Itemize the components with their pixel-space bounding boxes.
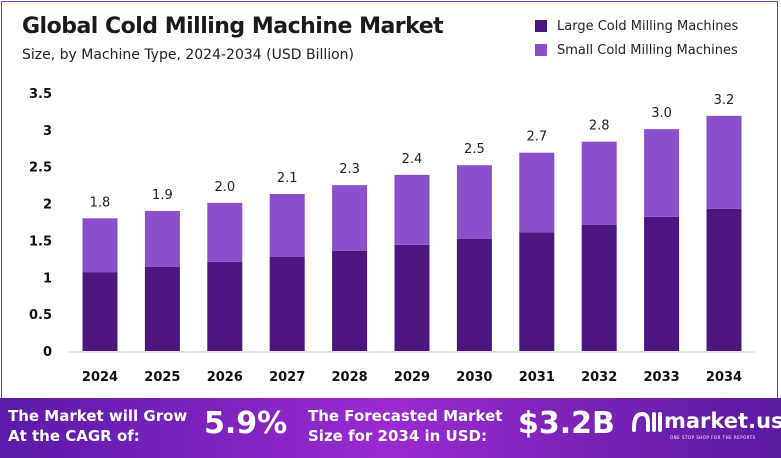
chart-title: Global Cold Milling Machine Market [22, 14, 444, 39]
total-label: 2.7 [526, 130, 547, 145]
bar-small [394, 174, 430, 245]
chart-subtitle: Size, by Machine Type, 2024-2034 (USD Bi… [22, 47, 355, 63]
bar-large [144, 266, 180, 351]
summary-banner: The Market will Grow At the CAGR of: 5.9%… [0, 398, 781, 458]
total-label: 2.3 [339, 162, 360, 177]
y-tick-label: 0.5 [29, 308, 52, 323]
legend-label: Small Cold Milling Machines [557, 42, 738, 58]
x-tick-label: 2034 [706, 370, 742, 385]
cagr-label: The Market will Grow At the CAGR of: [8, 406, 187, 446]
bar-small [581, 141, 617, 225]
bar-small [706, 115, 742, 209]
forecast-value: $3.2B [518, 406, 615, 441]
x-tick-label: 2027 [269, 370, 305, 385]
total-label: 3.2 [714, 93, 735, 108]
x-tick-label: 2029 [394, 370, 430, 385]
bar-small [269, 193, 305, 257]
logo-name: market.us [664, 409, 781, 433]
bar-large [706, 208, 742, 351]
total-label: 2.4 [402, 152, 423, 167]
bar-large [394, 244, 430, 351]
y-tick-label: 2.5 [29, 161, 52, 176]
legend-label: Large Cold Milling Machines [557, 18, 739, 34]
y-tick-label: 3 [43, 124, 52, 139]
bar-large [644, 216, 680, 351]
x-tick-label: 2024 [82, 370, 118, 385]
total-label: 2.0 [214, 180, 235, 195]
x-tick-label: 2031 [519, 370, 555, 385]
bar-large [456, 238, 492, 351]
total-label: 2.1 [277, 171, 298, 186]
legend-item-large: Large Cold Milling Machines [535, 14, 738, 38]
total-label: 2.8 [589, 119, 610, 134]
bar-large [269, 256, 305, 351]
x-tick-label: 2028 [332, 370, 368, 385]
x-tick-label: 2025 [144, 370, 180, 385]
x-tick-label: 2033 [644, 370, 680, 385]
bar-small [144, 210, 180, 267]
x-tick-label: 2026 [207, 370, 243, 385]
bar-large [82, 272, 118, 351]
total-label: 1.9 [152, 188, 173, 203]
y-tick-label: 1 [43, 271, 52, 286]
bar-small [82, 218, 118, 273]
y-tick-label: 0 [43, 345, 52, 360]
bar-large [207, 261, 243, 351]
bar-large [332, 250, 368, 351]
bar-chart: 0 0.5 1 1.5 2 2.5 3 3.5 1.8 2024 1.9 2025 2.0 2026 2.1… [29, 87, 755, 385]
y-tick-label: 2 [43, 198, 52, 213]
bar-large [519, 232, 555, 351]
bar-small [519, 152, 555, 233]
cagr-label-line: The Market will Grow [8, 407, 188, 425]
market-us-logo: market.us ONE STOP SHOP FOR THE REPORTS [630, 408, 781, 440]
x-tick-label: 2032 [581, 370, 617, 385]
y-tick-label: 1.5 [29, 234, 52, 249]
legend-swatch [535, 20, 547, 32]
bar-small [644, 129, 680, 217]
legend-swatch [535, 44, 547, 56]
cagr-value: 5.9% [204, 406, 288, 441]
x-tick-label: 2030 [456, 370, 492, 385]
total-label: 2.5 [464, 142, 485, 157]
logo-tagline: ONE STOP SHOP FOR THE REPORTS [670, 435, 756, 440]
forecast-label: The Forecasted Market Size for 2034 in US… [308, 406, 502, 446]
bar-small [207, 202, 243, 262]
y-tick-label: 3.5 [29, 87, 52, 102]
forecast-label-line: The Forecasted Market [308, 407, 503, 425]
legend-item-small: Small Cold Milling Machines [535, 38, 738, 62]
legend: Large Cold Milling Machines Small Cold M… [535, 14, 738, 62]
forecast-label-line: Size for 2034 in USD: [308, 427, 487, 445]
bar-small [332, 185, 368, 251]
bar-large [581, 224, 617, 351]
bar-small [456, 165, 492, 239]
cagr-label-line: At the CAGR of: [8, 427, 140, 445]
total-label: 3.0 [651, 106, 672, 121]
logo-icon [632, 411, 662, 432]
total-label: 1.8 [90, 195, 111, 210]
